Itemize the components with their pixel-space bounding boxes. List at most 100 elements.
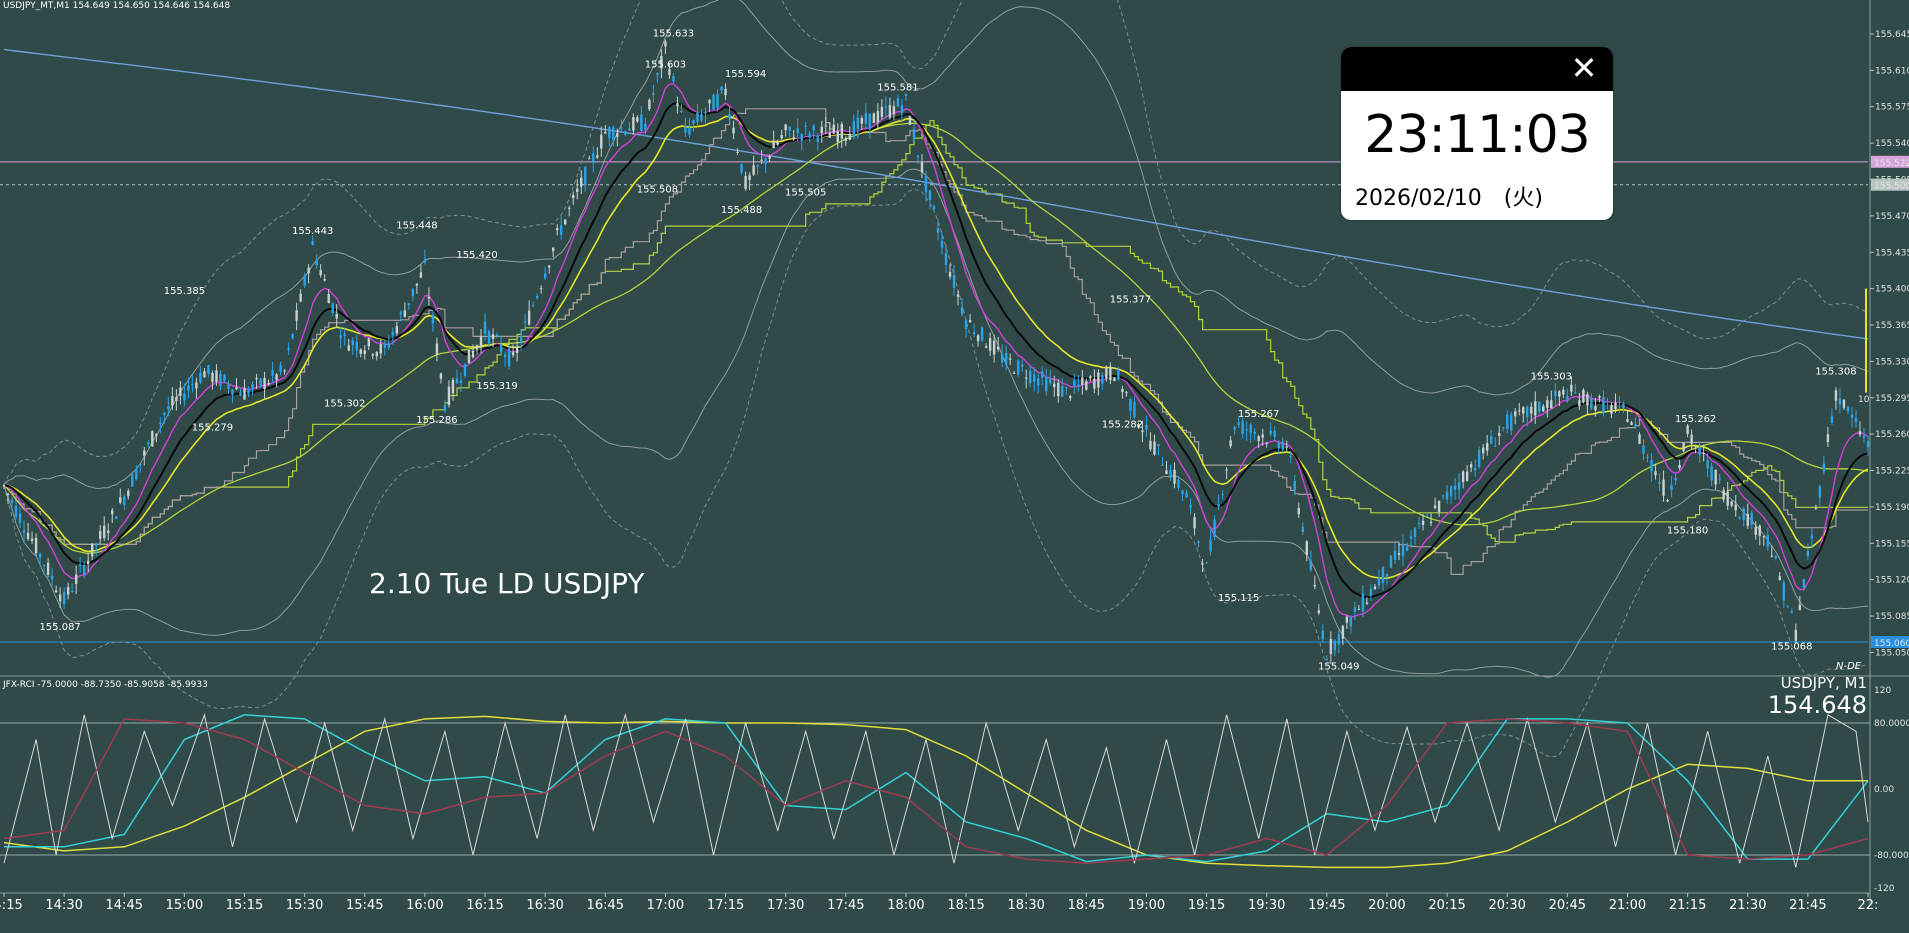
- price-tick-label: 155.365: [1875, 321, 1909, 331]
- candle-body: [740, 163, 743, 173]
- candle-body: [259, 378, 262, 386]
- candle-body: [984, 346, 988, 348]
- time-tick-label: 19:15: [1188, 898, 1225, 913]
- candle-body: [1293, 481, 1296, 490]
- time-tick-label: 16:45: [587, 898, 624, 913]
- candle-body: [199, 372, 202, 383]
- candle-body: [1189, 504, 1192, 508]
- candle-body: [588, 158, 591, 160]
- candle-body: [255, 377, 258, 380]
- candle-body: [1257, 436, 1260, 442]
- candle-body: [415, 283, 419, 286]
- price-badge-label: 155.060: [1874, 639, 1909, 649]
- candle-body: [1794, 629, 1798, 641]
- time-tick-label: 21:00: [1609, 898, 1646, 913]
- candle-body: [816, 135, 819, 142]
- price-annotation: 155.505: [785, 187, 826, 198]
- candle-body: [1630, 422, 1633, 425]
- candle-body: [592, 153, 595, 163]
- candle-body: [1526, 406, 1529, 418]
- candle-body: [1237, 422, 1240, 426]
- candle-body: [1389, 555, 1393, 568]
- price-tick-label: 155.225: [1875, 467, 1909, 477]
- candle-body: [1626, 419, 1629, 422]
- candle-body: [1726, 491, 1729, 506]
- candle-body: [1678, 464, 1681, 469]
- price-annotation: 155.319: [476, 381, 517, 392]
- candle-body: [868, 113, 872, 130]
- candle-body: [1738, 517, 1741, 519]
- candle-body: [1850, 414, 1854, 418]
- candle-body: [1586, 394, 1589, 406]
- candle-body: [1213, 519, 1216, 537]
- time-tick-label: 15:15: [226, 898, 263, 913]
- candle-body: [42, 565, 46, 567]
- candle-body: [668, 69, 671, 76]
- candle-body: [14, 506, 18, 517]
- candle-body: [355, 341, 358, 351]
- candle-body: [1137, 424, 1140, 427]
- price-annotation: 155.385: [164, 286, 205, 297]
- candle-body: [163, 412, 166, 415]
- candle-body: [1654, 471, 1657, 476]
- time-tick-label: 16:00: [406, 898, 443, 913]
- close-icon[interactable]: ✕: [1570, 49, 1598, 87]
- candle-body: [391, 332, 395, 336]
- candle-body: [1413, 528, 1417, 537]
- candle-body: [900, 105, 904, 113]
- price-tick-label: 155.645: [1875, 30, 1909, 40]
- candle-body: [463, 363, 467, 376]
- time-axis: 14:15 14:30 14:45 15:00 15:15 15:30 15:45 16:00…: [0, 893, 1878, 913]
- side-marker-label: 10: [1858, 395, 1870, 405]
- candle-body: [852, 121, 856, 138]
- candle-body: [784, 124, 787, 131]
- candle-body: [1117, 370, 1120, 380]
- clock-widget: ✕ 23:11:03 2026/02/10 (火): [1341, 47, 1613, 220]
- candle-body: [992, 340, 996, 355]
- candle-body: [30, 538, 34, 541]
- candle-body: [1822, 463, 1826, 472]
- candle-body: [50, 575, 54, 580]
- candle-body: [387, 343, 391, 348]
- candle-body: [351, 340, 354, 346]
- candle-body: [884, 106, 888, 108]
- candle-body: [980, 327, 984, 341]
- candle-body: [1421, 520, 1425, 525]
- candle-body: [471, 350, 475, 358]
- candle-body: [744, 176, 747, 189]
- candle-body: [167, 406, 170, 410]
- candle-body: [836, 131, 839, 142]
- candle-body: [880, 106, 884, 117]
- candle-body: [568, 207, 571, 209]
- rci-line: [3, 712, 1869, 868]
- candle-body: [608, 127, 611, 139]
- candle-body: [1345, 616, 1349, 623]
- candle-body: [1093, 378, 1096, 389]
- rci-tick-label: -120: [1874, 884, 1895, 894]
- candle-body: [1594, 406, 1597, 411]
- candle-body: [1578, 400, 1581, 407]
- candle-body: [1449, 486, 1453, 497]
- candle-body: [1754, 526, 1757, 535]
- candle-body: [291, 334, 294, 339]
- candle-body: [892, 106, 896, 115]
- candle-body: [584, 167, 587, 186]
- candle-body: [10, 499, 14, 504]
- time-tick-label: 16:15: [466, 898, 503, 913]
- candle-body: [215, 370, 218, 382]
- candle-body: [131, 474, 134, 487]
- candle-body: [78, 564, 82, 566]
- candle-body: [119, 497, 122, 503]
- candle-body: [315, 259, 318, 266]
- candle-body: [1073, 380, 1076, 387]
- candle-body: [600, 134, 603, 149]
- price-annotation: 155.420: [456, 250, 497, 261]
- candle-body: [1165, 470, 1168, 475]
- candle-body: [491, 334, 495, 340]
- candle-body: [303, 275, 306, 286]
- price-tick-label: 155.610: [1875, 66, 1909, 76]
- candle-body: [275, 374, 278, 381]
- rci-line: [4, 714, 1869, 863]
- candle-body: [916, 155, 920, 157]
